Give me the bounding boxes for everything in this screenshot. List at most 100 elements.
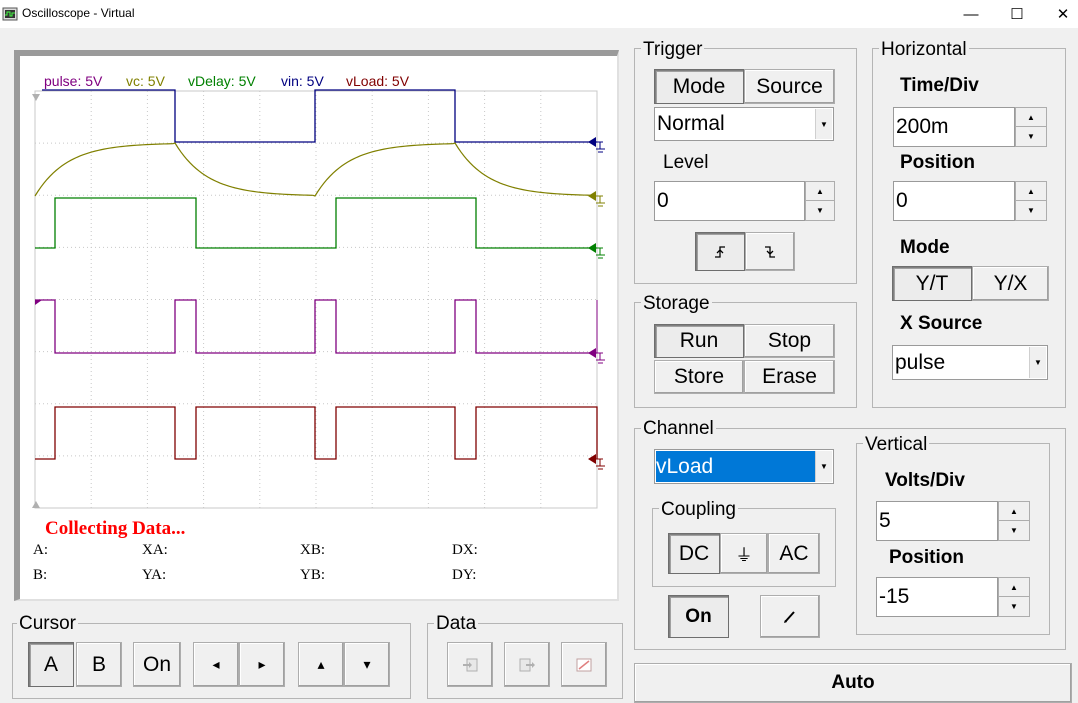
cursor-a-button[interactable]: A (28, 642, 74, 687)
minimize-button[interactable]: — (948, 0, 994, 28)
storage-group (634, 302, 857, 408)
arrow-up-icon[interactable]: ▲ (806, 182, 834, 201)
cursor-b-button[interactable]: B (76, 642, 122, 687)
stop-button[interactable]: Stop (744, 324, 835, 358)
x-source-select[interactable]: pulse ▼ (892, 345, 1048, 380)
arrow-left-icon: ◂ (212, 656, 220, 672)
readout-xb: XB: (300, 542, 326, 558)
trigger-source-button[interactable]: Source (744, 69, 835, 104)
volts-div-label: Volts/Div (885, 470, 965, 491)
ground-icon: ⏚ (735, 546, 753, 565)
vc-trace (34, 142, 597, 197)
trigger-mode-button[interactable]: Mode (654, 69, 744, 104)
readout-b: B: (33, 567, 48, 583)
close-icon: ✕ (1056, 6, 1070, 23)
scope-display[interactable]: pulse: 5V vc: 5V vDelay: 5V vin: 5V vLoad: 5… (20, 56, 617, 596)
dc-button[interactable]: DC (668, 533, 720, 574)
vertical-group (856, 443, 1050, 635)
v-position-stepper[interactable]: ▲ ▼ (998, 577, 1030, 617)
arrow-down-icon[interactable]: ▼ (1027, 132, 1035, 141)
arrow-down-icon[interactable]: ▼ (1010, 526, 1018, 535)
plot-icon (576, 658, 592, 671)
arrow-down-icon[interactable]: ▼ (1027, 206, 1035, 215)
trigger-bottom-marker (32, 501, 40, 508)
pen-icon (784, 610, 795, 623)
arrow-down-icon[interactable]: ▼ (1010, 602, 1018, 611)
data-export-button[interactable] (504, 642, 550, 687)
status-text: Collecting Data... (45, 518, 186, 539)
channel-title: Channel (641, 418, 716, 440)
cursor-on-button[interactable]: On (133, 642, 181, 687)
cursor-down-button[interactable]: ▾ (344, 642, 390, 687)
time-div-stepper[interactable]: ▲ ▼ (1015, 107, 1047, 147)
channel-markers (35, 137, 605, 470)
volts-div-stepper[interactable]: ▲ ▼ (998, 501, 1030, 541)
coupling-group (652, 508, 836, 587)
cursor-up-button[interactable]: ▴ (298, 642, 344, 687)
v-position-input[interactable]: -15 (876, 577, 998, 617)
vdelay-marker (588, 243, 596, 253)
trigger-group (634, 48, 857, 284)
vload-trace (35, 406, 598, 460)
arrow-up-icon[interactable]: ▲ (999, 502, 1029, 521)
close-button[interactable]: ✕ (1040, 0, 1078, 28)
ground-button[interactable]: ⏚ (720, 533, 768, 574)
pen-button[interactable] (760, 595, 820, 638)
data-plot-button[interactable] (561, 642, 607, 687)
arrow-up-icon[interactable]: ▲ (1016, 182, 1046, 201)
readout-dy: DY: (452, 567, 477, 583)
maximize-button[interactable]: ☐ (994, 0, 1040, 28)
import-icon (463, 658, 478, 671)
pulse-marker (588, 348, 596, 358)
yx-button[interactable]: Y/X (972, 266, 1049, 301)
yt-button[interactable]: Y/T (892, 266, 972, 301)
pulse-left-marker (35, 300, 42, 305)
rising-edge-icon (715, 245, 725, 258)
volts-div-input[interactable]: 5 (876, 501, 998, 541)
vload-marker (588, 454, 596, 464)
h-mode-label: Mode (900, 237, 950, 258)
cursor-title: Cursor (17, 613, 79, 635)
data-import-button[interactable] (447, 642, 493, 687)
x-source-label: X Source (900, 313, 983, 334)
cursor-left-button[interactable]: ◂ (193, 642, 239, 687)
arrow-down-icon[interactable]: ▼ (816, 206, 824, 215)
channel-on-button[interactable]: On (668, 595, 729, 638)
run-button[interactable]: Run (654, 324, 744, 358)
trigger-level-stepper[interactable]: ▲ ▼ (805, 181, 835, 221)
export-icon (519, 658, 535, 671)
v-position-label: Position (889, 547, 964, 568)
readout-a: A: (33, 542, 48, 558)
vin-trace (42, 89, 597, 143)
arrow-up-icon[interactable]: ▲ (1016, 108, 1046, 127)
app-icon (2, 7, 18, 21)
chevron-down-icon: ▼ (815, 109, 832, 139)
trigger-falling-button[interactable] (745, 232, 795, 271)
cursor-right-button[interactable]: ▸ (239, 642, 285, 687)
store-button[interactable]: Store (654, 360, 744, 394)
coupling-title: Coupling (659, 499, 738, 521)
auto-button[interactable]: Auto (634, 663, 1072, 703)
readout-xa: XA: (142, 542, 168, 558)
trigger-mode-select[interactable]: Normal ▼ (654, 107, 834, 141)
channel-label: vc: 5V (126, 73, 166, 89)
h-position-label: Position (900, 152, 975, 173)
trigger-rising-button[interactable] (695, 232, 745, 271)
readout-ya: YA: (142, 567, 167, 583)
erase-button[interactable]: Erase (744, 360, 835, 394)
arrow-up-icon[interactable]: ▲ (999, 578, 1029, 597)
time-div-input[interactable]: 200m (893, 107, 1015, 147)
vdelay-trace (35, 197, 597, 249)
waveform-traces (34, 89, 598, 460)
ac-button[interactable]: AC (768, 533, 820, 574)
h-position-stepper[interactable]: ▲ ▼ (1015, 181, 1047, 221)
h-position-input[interactable]: 0 (893, 181, 1015, 221)
vc-marker (588, 191, 596, 201)
channel-select[interactable]: vLoad ▼ (654, 449, 834, 484)
readout-yb: YB: (300, 567, 326, 583)
horizontal-title: Horizontal (879, 39, 969, 61)
channel-group (634, 428, 1066, 650)
trigger-level-input[interactable]: 0 (654, 181, 805, 221)
maximize-icon: ☐ (1010, 6, 1024, 23)
trigger-title: Trigger (641, 39, 705, 61)
